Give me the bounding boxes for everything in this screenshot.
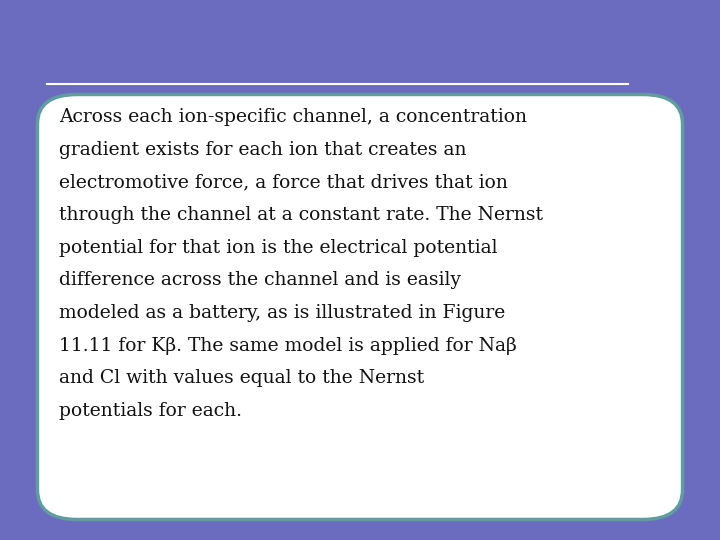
- Text: Across each ion-specific channel, a concentration: Across each ion-specific channel, a conc…: [59, 108, 527, 126]
- Text: 11.11 for Kβ. The same model is applied for Naβ: 11.11 for Kβ. The same model is applied …: [59, 337, 517, 355]
- Text: potentials for each.: potentials for each.: [59, 402, 242, 420]
- Text: and Cl with values equal to the Nernst: and Cl with values equal to the Nernst: [59, 369, 424, 387]
- Text: modeled as a battery, as is illustrated in Figure: modeled as a battery, as is illustrated …: [59, 304, 505, 322]
- Text: difference across the channel and is easily: difference across the channel and is eas…: [59, 271, 461, 289]
- Text: gradient exists for each ion that creates an: gradient exists for each ion that create…: [59, 140, 467, 159]
- Text: through the channel at a constant rate. The Nernst: through the channel at a constant rate. …: [59, 206, 543, 224]
- FancyBboxPatch shape: [37, 94, 683, 519]
- Text: electromotive force, a force that drives that ion: electromotive force, a force that drives…: [59, 173, 508, 191]
- Text: potential for that ion is the electrical potential: potential for that ion is the electrical…: [59, 239, 498, 256]
